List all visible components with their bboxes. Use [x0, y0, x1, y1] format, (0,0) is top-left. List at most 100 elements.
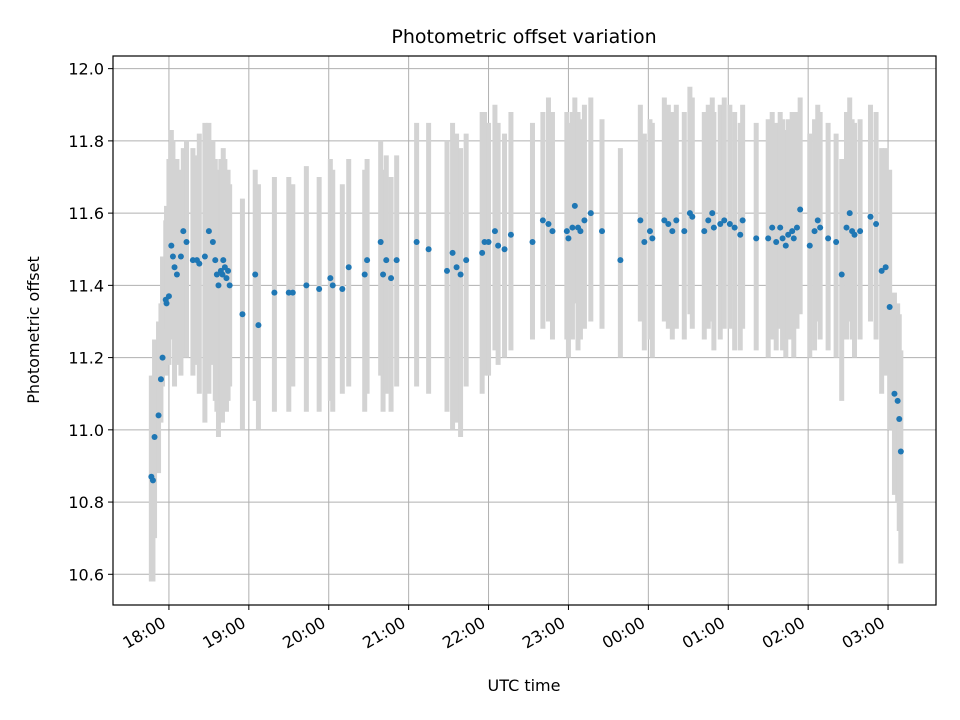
- data-point: [577, 228, 584, 235]
- data-point: [637, 217, 644, 224]
- data-point: [529, 239, 536, 246]
- data-point: [485, 239, 492, 246]
- data-point: [149, 477, 156, 484]
- data-point: [443, 267, 450, 274]
- data-point: [773, 239, 780, 246]
- data-point: [491, 228, 498, 235]
- data-point: [215, 282, 222, 289]
- data-point: [327, 275, 334, 282]
- data-point: [169, 253, 176, 260]
- data-point: [717, 220, 724, 227]
- data-point: [673, 217, 680, 224]
- data-point: [220, 257, 227, 264]
- data-point: [731, 224, 738, 231]
- data-point: [393, 257, 400, 264]
- data-point: [891, 390, 898, 397]
- y-tick-label: 10.8: [68, 493, 104, 512]
- data-point: [811, 228, 818, 235]
- data-point: [790, 235, 797, 242]
- data-point: [209, 239, 216, 246]
- data-point: [563, 228, 570, 235]
- data-point: [545, 220, 552, 227]
- data-point: [425, 246, 432, 253]
- data-point: [851, 231, 858, 238]
- y-tick-label: 12.0: [68, 60, 104, 79]
- data-point: [897, 448, 904, 455]
- data-point: [814, 217, 821, 224]
- data-point: [213, 271, 220, 278]
- data-point: [171, 264, 178, 271]
- data-point: [886, 304, 893, 311]
- data-point: [159, 354, 166, 361]
- data-point: [549, 228, 556, 235]
- y-axis-label: Photometric offset: [24, 256, 43, 404]
- data-point: [701, 228, 708, 235]
- data-point: [377, 239, 384, 246]
- data-point: [785, 231, 792, 238]
- data-point: [339, 285, 346, 292]
- data-point: [571, 202, 578, 209]
- data-point: [364, 257, 371, 264]
- data-point: [710, 224, 717, 231]
- data-point: [857, 228, 864, 235]
- data-point: [649, 235, 656, 242]
- data-point: [177, 253, 184, 260]
- y-tick-label: 11.8: [68, 132, 104, 151]
- data-point: [289, 289, 296, 296]
- data-point: [388, 275, 395, 282]
- data-point: [449, 249, 456, 256]
- data-point: [599, 228, 606, 235]
- data-point: [665, 220, 672, 227]
- data-point: [769, 224, 776, 231]
- data-point: [825, 235, 832, 242]
- y-tick-label: 10.6: [68, 565, 104, 584]
- data-point: [205, 228, 212, 235]
- data-point: [833, 239, 840, 246]
- data-point: [223, 275, 230, 282]
- data-point: [361, 271, 368, 278]
- data-point: [173, 271, 180, 278]
- data-point: [165, 293, 172, 300]
- data-point: [737, 231, 744, 238]
- data-point: [806, 242, 813, 249]
- data-point: [817, 224, 824, 231]
- data-point: [225, 267, 232, 274]
- data-point: [157, 376, 164, 383]
- data-point: [689, 213, 696, 220]
- data-point: [846, 210, 853, 217]
- data-point: [681, 228, 688, 235]
- data-point: [617, 257, 624, 264]
- data-point: [479, 249, 486, 256]
- data-point: [843, 224, 850, 231]
- data-point: [777, 224, 784, 231]
- data-point: [782, 242, 789, 249]
- data-point: [196, 260, 203, 267]
- data-point: [329, 282, 336, 289]
- data-point: [539, 217, 546, 224]
- data-points: [148, 202, 904, 484]
- data-point: [896, 415, 903, 422]
- data-point: [779, 235, 786, 242]
- y-axis-ticks: 10.6 10.8 11.0 11.2 11.4 11.6 11.8 12.0: [68, 60, 113, 584]
- data-point: [793, 224, 800, 231]
- data-point: [163, 300, 170, 307]
- data-point: [316, 285, 323, 292]
- data-point: [155, 412, 162, 419]
- data-point: [838, 271, 845, 278]
- data-point: [183, 239, 190, 246]
- y-tick-label: 11.6: [68, 204, 104, 223]
- data-point: [151, 434, 158, 441]
- data-point: [255, 322, 262, 329]
- data-point: [721, 217, 728, 224]
- data-point: [753, 235, 760, 242]
- data-point: [463, 257, 470, 264]
- data-point: [453, 264, 460, 271]
- data-point: [646, 228, 653, 235]
- data-point: [705, 217, 712, 224]
- data-point: [797, 206, 804, 213]
- data-point: [669, 228, 676, 235]
- data-point: [873, 220, 880, 227]
- data-point: [219, 271, 226, 278]
- data-point: [495, 242, 502, 249]
